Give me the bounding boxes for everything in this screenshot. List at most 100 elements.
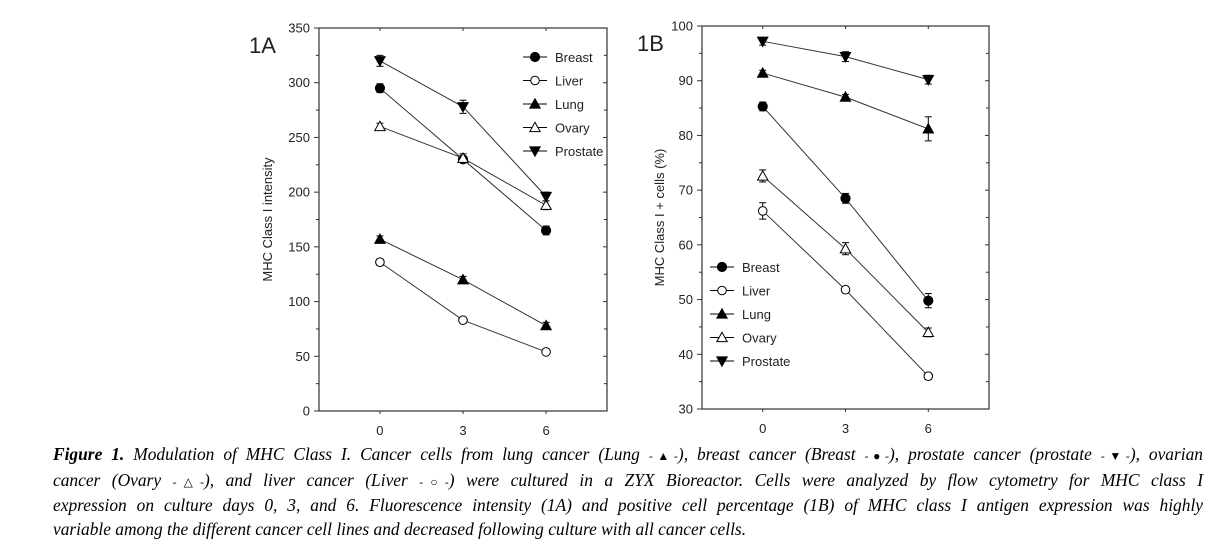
chart-panel-1a: 1A 0 50 100 150 200 250 300 350 0 3 6 MHC Class I in… (249, 21, 608, 438)
legend-marker-icon (717, 285, 727, 296)
caption-line-2: cancer (Ovary -△-), and liver cancer (Li… (53, 469, 1203, 495)
legend-marker-icon (716, 261, 728, 273)
ovary-symbol-icon: -△- (172, 474, 204, 489)
x-tick-label: 3 (459, 423, 466, 438)
data-point (840, 284, 851, 295)
legend-label: Lung (742, 307, 771, 322)
figure-caption: Figure 1. Modulation of MHC Class I. Can… (53, 443, 1203, 541)
caption-text: Modulation of MHC Class I. Cancer cells … (124, 444, 649, 464)
data-point (373, 56, 386, 68)
y-axis-label: MHC Class I intensity (260, 157, 275, 282)
data-point (373, 232, 386, 244)
y-tick-label: 50 (679, 292, 693, 307)
lung-symbol-icon: -▲- (648, 449, 678, 463)
data-point (456, 102, 470, 114)
plot-frame (701, 25, 990, 410)
data-point (540, 199, 553, 210)
y-tick-label: 90 (679, 73, 693, 88)
data-point (923, 295, 934, 306)
caption-label: Figure 1. (53, 444, 125, 464)
legend-label: Prostate (742, 354, 790, 369)
series-line (379, 126, 547, 206)
y-tick-label: 150 (288, 239, 310, 254)
data-point (840, 193, 851, 204)
caption-line-4: variable among the different cancer cell… (53, 518, 747, 539)
series-lung (373, 232, 553, 331)
legend-label: Ovary (555, 121, 590, 136)
caption-text: ), and liver cancer (Liver (203, 469, 420, 490)
caption-text: ), ovarian (1129, 444, 1203, 464)
series-ovary (373, 120, 553, 211)
data-point (922, 74, 935, 86)
legend-label: Ovary (742, 331, 777, 346)
data-point (756, 66, 769, 78)
data-point (374, 83, 386, 94)
legend-marker-icon (715, 307, 729, 319)
data-point (756, 36, 769, 48)
caption-text: ) were cultured in a ZYX Bioreactor. Cel… (448, 469, 1203, 490)
y-tick-label: 100 (671, 19, 693, 34)
x-tick-label: 6 (925, 421, 932, 436)
prostate-symbol-icon: -▼- (1100, 449, 1130, 463)
liver-symbol-icon: -○- (419, 474, 449, 489)
x-tick-label: 0 (376, 423, 383, 438)
series-lung (756, 66, 935, 142)
legend-marker-icon (528, 97, 542, 109)
data-point (922, 122, 935, 134)
legend-marker-icon (715, 356, 729, 368)
legend-label: Breast (555, 50, 593, 65)
data-point (839, 51, 852, 63)
legend-label: Breast (742, 260, 780, 275)
series-ovary (756, 169, 935, 338)
caption-line-1: Figure 1. Modulation of MHC Class I. Can… (53, 443, 1203, 469)
y-tick-label: 30 (679, 402, 693, 417)
data-point (839, 90, 852, 102)
data-point (839, 242, 852, 254)
y-tick-label: 0 (303, 404, 310, 419)
y-tick-label: 40 (679, 347, 693, 362)
y-tick-label: 250 (288, 130, 310, 145)
data-point (922, 326, 935, 338)
series-prostate (756, 36, 935, 86)
data-point (456, 273, 470, 285)
legend-label: Liver (555, 74, 584, 89)
data-point (375, 257, 385, 267)
x-tick-label: 3 (842, 421, 849, 436)
y-tick-label: 80 (679, 128, 693, 143)
legend-marker-icon (530, 75, 540, 86)
data-point (757, 206, 768, 216)
caption-line-3: expression on culture days 0, 3, and 6. … (53, 495, 1203, 515)
data-point (923, 371, 934, 381)
caption-text: ), prostate cancer (prostate (888, 444, 1101, 464)
data-point (373, 120, 386, 132)
legend: Breast Liver Lung Ovary Prostate (523, 50, 603, 159)
caption-text: cancer (Ovary (53, 469, 173, 490)
y-axis-label: MHC Class I + cells (%) (652, 149, 667, 287)
legend-label: Liver (742, 284, 771, 299)
data-point (756, 169, 769, 181)
legend: Breast Liver Lung Ovary Prostate (710, 260, 790, 369)
legend-marker-icon (715, 331, 729, 343)
x-tick-label: 0 (759, 421, 766, 436)
legend-label: Lung (555, 97, 584, 112)
legend-marker-icon (529, 51, 541, 63)
y-tick-label: 60 (679, 237, 693, 252)
series-liver (375, 257, 551, 357)
data-point (757, 101, 768, 112)
y-tick-label: 100 (288, 294, 310, 309)
panel-label: 1B (637, 31, 664, 56)
y-tick-label: 50 (296, 349, 310, 364)
legend-label: Prostate (555, 144, 603, 159)
series-liver (757, 202, 934, 381)
y-tick-label: 300 (288, 75, 310, 90)
legend-marker-icon (528, 146, 542, 158)
y-tick-label: 200 (288, 185, 310, 200)
data-point (540, 191, 553, 203)
y-tick-label: 70 (679, 183, 693, 198)
chart-panel-1b: 1B 30 40 50 60 70 80 90 100 0 3 6 MHC Class I + cell… (637, 19, 990, 436)
data-point (456, 151, 470, 163)
panel-label: 1A (249, 33, 276, 58)
legend-marker-icon (528, 121, 542, 133)
data-point (458, 315, 468, 325)
